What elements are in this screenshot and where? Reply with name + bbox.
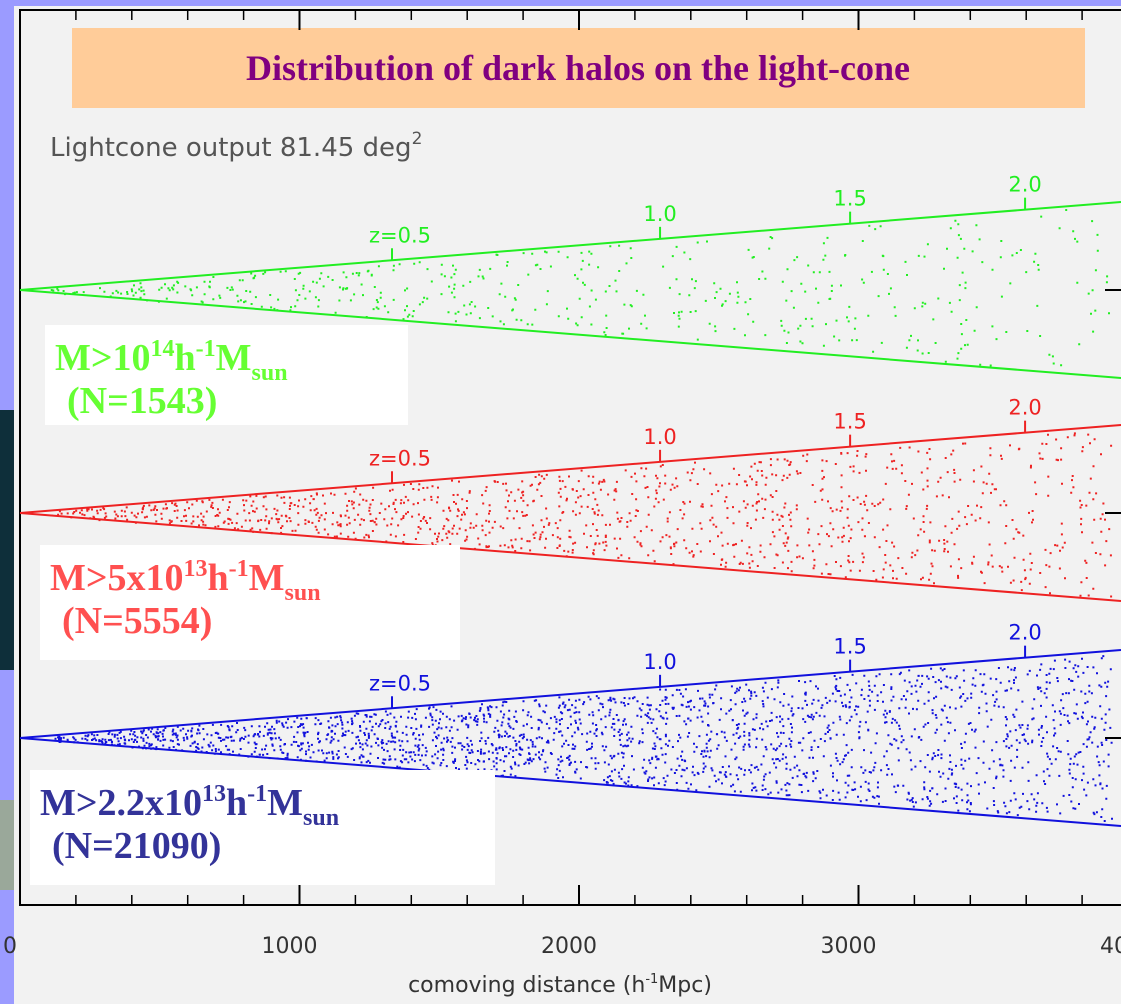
mass-label-part: sun	[252, 360, 288, 386]
x-tick-label: 2000	[541, 934, 597, 959]
mass-label-part: M>10	[55, 337, 151, 379]
mass-label-part: h	[175, 337, 196, 379]
subtitle-text: Lightcone output 81.45 deg	[50, 133, 412, 163]
z-tick-label: 1.5	[833, 187, 866, 211]
x-tick-label: 4000	[1100, 934, 1121, 959]
mass-label-part: h	[226, 782, 247, 824]
mass-label-part: M>5x10	[50, 557, 184, 599]
chart: Distribution of dark halos on the light-…	[0, 0, 1121, 1004]
count-label: (N=1543)	[67, 380, 217, 422]
z-tick-label: 1.5	[833, 635, 866, 659]
page: {"chart_data": { "type": "lightcone", "t…	[0, 0, 1121, 1004]
mass-label-part: sun	[285, 580, 321, 606]
mass-label-part: M>2.2x10	[40, 782, 202, 824]
x-axis-label-text: Mpc)	[658, 973, 712, 998]
subtitle-sup: 2	[412, 129, 423, 149]
z-tick-label: 1.0	[643, 650, 676, 674]
z-tick-label: z=0.5	[369, 446, 431, 470]
mass-label-part: M	[267, 782, 303, 824]
x-axis-label-sup: -1	[645, 972, 658, 987]
subtitle: Lightcone output 81.45 deg2	[50, 129, 422, 163]
chart-title: Distribution of dark halos on the light-…	[246, 48, 910, 88]
x-tick-label: 0	[3, 934, 17, 959]
x-tick-label: 1000	[262, 934, 318, 959]
count-label: (N=5554)	[62, 600, 212, 642]
mass-label-part: 13	[202, 781, 226, 807]
mass-label-part: -1	[247, 781, 267, 807]
count-label: (N=21090)	[52, 825, 221, 867]
z-tick-label: 1.0	[643, 202, 676, 226]
mass-label-part: h	[208, 557, 229, 599]
z-tick-label: 1.0	[643, 425, 676, 449]
z-tick-label: 2.0	[1008, 173, 1041, 197]
z-tick-label: z=0.5	[369, 223, 431, 247]
mass-label-part: 14	[151, 336, 175, 362]
z-tick-label: 2.0	[1008, 396, 1041, 420]
mass-label-part: M	[249, 557, 285, 599]
mass-label: M>2.2x1013h-1Msun	[40, 781, 339, 831]
x-tick-label: 3000	[821, 934, 877, 959]
mass-label-part: 13	[184, 556, 208, 582]
z-tick-label: 2.0	[1008, 621, 1041, 645]
z-tick-label: z=0.5	[369, 671, 431, 695]
z-tick-label: 1.5	[833, 410, 866, 434]
mass-label-part: M	[216, 337, 252, 379]
mass-label-part: -1	[196, 336, 216, 362]
x-axis-label-text: comoving distance (h	[408, 973, 645, 998]
mass-label-part: -1	[229, 556, 249, 582]
x-axis-label: comoving distance (h-1Mpc)	[408, 972, 712, 998]
mass-label-part: sun	[303, 805, 339, 831]
